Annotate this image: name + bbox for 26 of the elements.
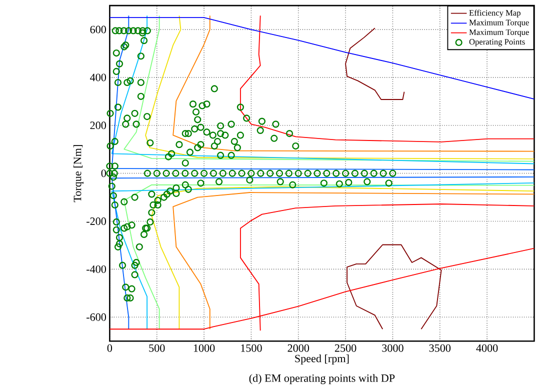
x-tick-label: 3500 bbox=[429, 344, 451, 352]
y-tick-label: 600 bbox=[90, 26, 106, 34]
x-tick-label: 0 bbox=[107, 344, 112, 352]
legend-label: Maximum Torque bbox=[469, 20, 529, 27]
line-series bbox=[345, 27, 405, 100]
x-tick-label: 500 bbox=[149, 344, 165, 352]
legend-label: Efficiency Map bbox=[469, 10, 520, 18]
line-series bbox=[346, 244, 442, 330]
y-tick-label: -600 bbox=[86, 313, 106, 321]
y-axis-title: Torque [Nm] bbox=[73, 145, 84, 202]
y-tick-label: 0 bbox=[101, 169, 106, 177]
text: (d) EM operating points with DP bbox=[249, 374, 395, 384]
line-series bbox=[110, 16, 534, 100]
x-tick-label: 3000 bbox=[382, 344, 404, 352]
x-axis-title: Speed [rpm] bbox=[295, 354, 349, 364]
y-tick-label: 400 bbox=[90, 74, 106, 82]
y-tick-label: -400 bbox=[86, 265, 106, 273]
x-tick-label: 2500 bbox=[334, 344, 356, 352]
x-tick-label: 4000 bbox=[476, 344, 498, 352]
legend-label: Operating Points bbox=[469, 38, 525, 46]
legend-label: Maximum Torque bbox=[469, 29, 529, 37]
x-tick-label: 1500 bbox=[241, 344, 262, 352]
x-tick-label: 2000 bbox=[288, 344, 310, 352]
y-tick-label: 200 bbox=[90, 122, 106, 129]
y-tick-label: -200 bbox=[86, 217, 106, 225]
x-tick-label: 1000 bbox=[194, 344, 215, 352]
